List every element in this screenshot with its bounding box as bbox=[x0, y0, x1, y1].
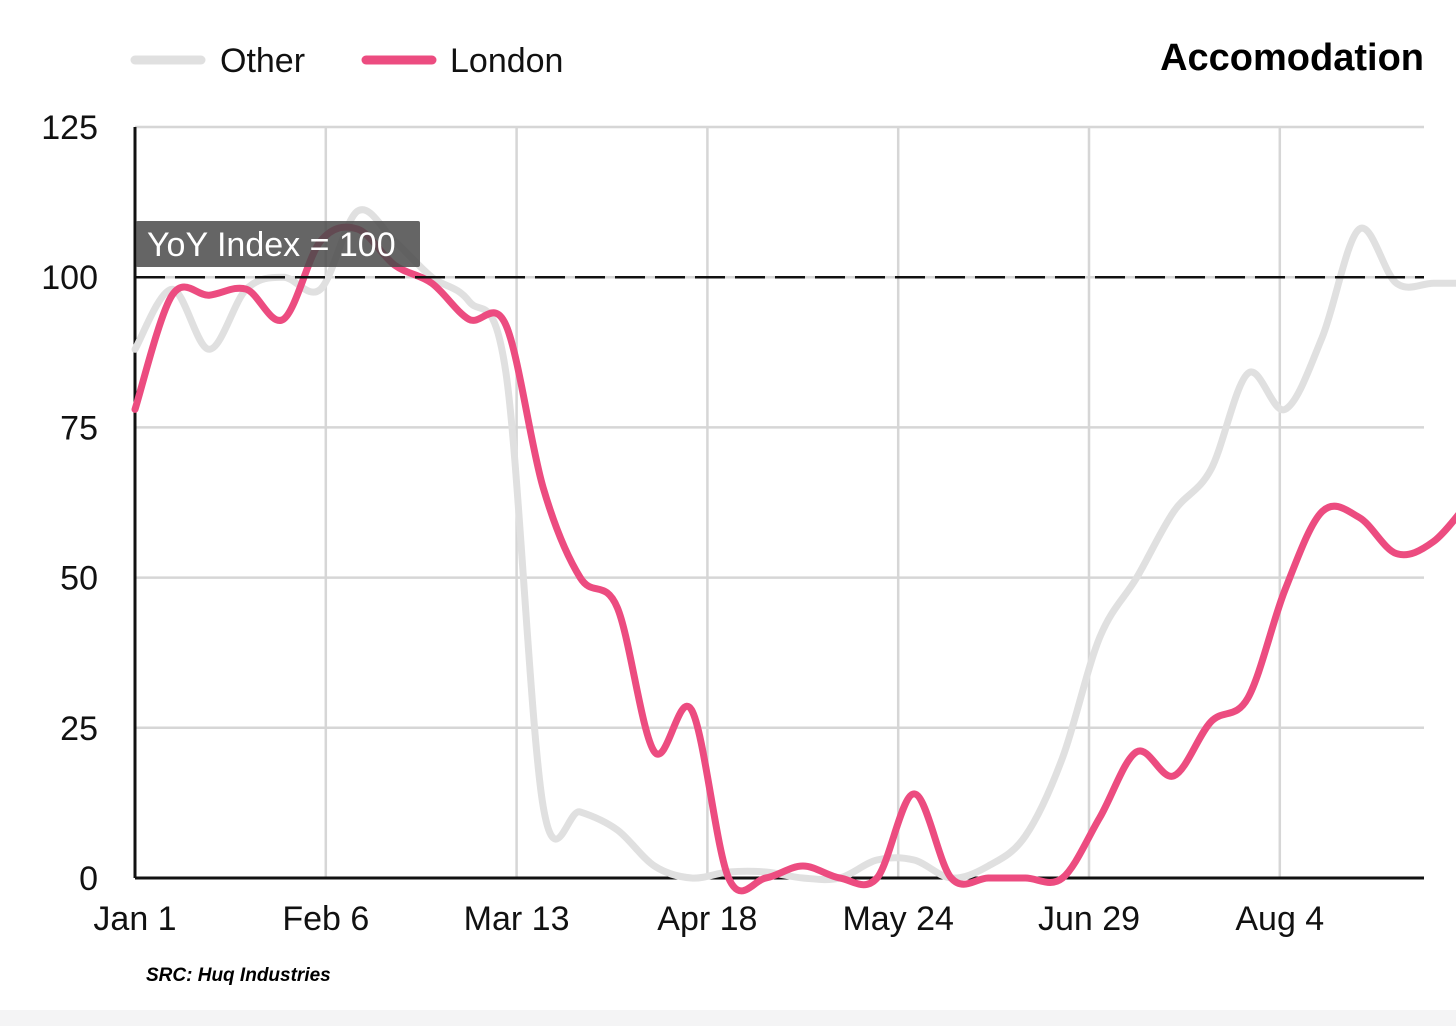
chart-axes bbox=[133, 127, 1424, 880]
bottom-strip bbox=[0, 1010, 1456, 1026]
reference-label-box bbox=[136, 221, 420, 267]
chart-legend: Other London bbox=[130, 42, 563, 80]
reference-line-group: YoY Index = 100 bbox=[135, 221, 1424, 279]
chart-title: Accomodation bbox=[1160, 37, 1424, 79]
reference-label: YoY Index = 100 bbox=[147, 226, 396, 264]
x-tick-label: Aug 4 bbox=[1235, 900, 1324, 938]
x-tick-label: Apr 18 bbox=[657, 900, 757, 938]
x-tick-label: Jun 29 bbox=[1038, 900, 1140, 938]
x-tick-label: Mar 13 bbox=[464, 900, 570, 938]
chart-series bbox=[131, 206, 1456, 895]
y-tick-label: 75 bbox=[60, 409, 98, 447]
x-tick-label: Feb 6 bbox=[282, 900, 369, 938]
x-tick-label: Jan 1 bbox=[93, 900, 176, 938]
y-tick-label: 0 bbox=[79, 860, 98, 898]
y-tick-label: 100 bbox=[41, 259, 98, 297]
source-note: SRC: Huq Industries bbox=[146, 965, 331, 986]
legend-label-other: Other bbox=[220, 42, 305, 80]
x-tick-label: May 24 bbox=[842, 900, 954, 938]
y-tick-label: 25 bbox=[60, 710, 98, 748]
legend-label-london: London bbox=[450, 42, 563, 80]
series-line-london bbox=[131, 223, 1456, 895]
y-tick-label: 125 bbox=[41, 109, 98, 147]
series-line-other bbox=[131, 206, 1456, 884]
y-tick-label: 50 bbox=[60, 560, 98, 598]
tick-labels: 0 25 50 75 100 125 Jan 1 Feb 6 Mar 13 Apr 18 May 2… bbox=[41, 109, 1324, 938]
